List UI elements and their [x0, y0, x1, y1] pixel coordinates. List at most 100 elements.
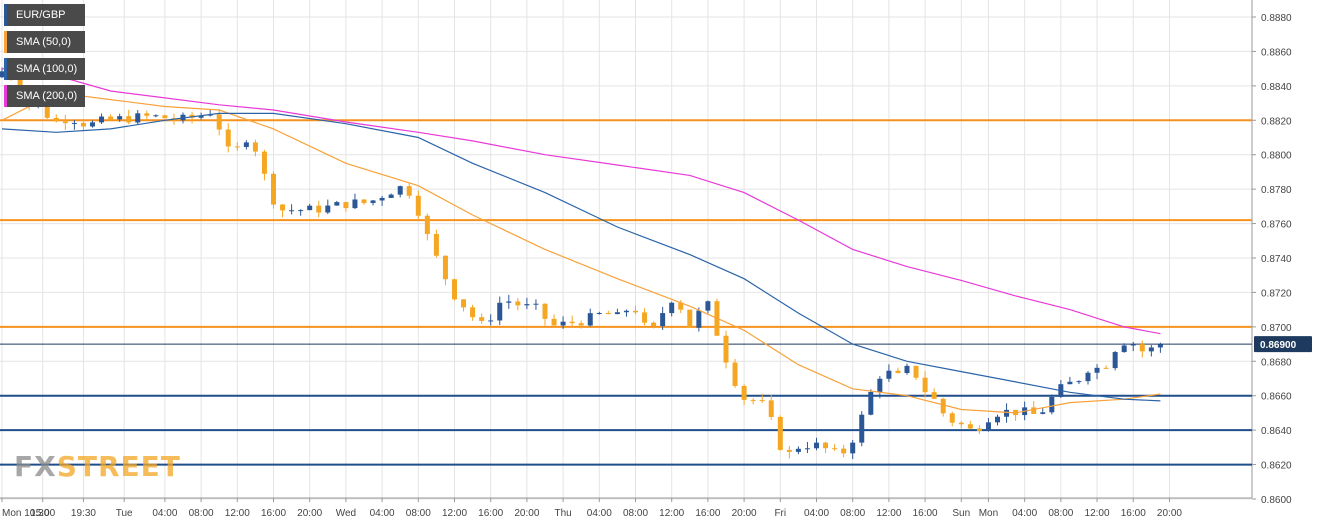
candle-body	[216, 114, 222, 130]
candle-body	[642, 312, 648, 323]
candle-body	[524, 304, 530, 306]
candle-body	[62, 121, 68, 124]
candle-body	[488, 320, 494, 322]
candle-body	[859, 414, 865, 443]
candle-body	[506, 301, 512, 303]
legend-sma50-label: SMA (50,0)	[16, 36, 72, 48]
candle-body	[1094, 367, 1100, 373]
candle-body	[479, 317, 485, 321]
legend-sma50[interactable]: SMA (50,0)	[4, 31, 86, 53]
x-tick-label: Mon 10:30	[2, 508, 50, 519]
candle-body	[370, 200, 376, 203]
candle-body	[777, 416, 783, 450]
candle-body	[786, 449, 792, 452]
candle-body	[985, 422, 991, 432]
candle-body	[452, 279, 457, 300]
candle-body	[497, 302, 503, 321]
candle-body	[533, 303, 539, 305]
candle-body	[198, 115, 204, 118]
x-tick-label: Tue	[116, 508, 133, 519]
x-tick-label: Mon	[979, 508, 998, 519]
y-tick-label: 0.8760	[1261, 220, 1292, 231]
legend-sma100[interactable]: SMA (100,0)	[4, 58, 86, 80]
candle-body	[1040, 412, 1046, 414]
legend-sma200[interactable]: SMA (200,0)	[4, 85, 86, 107]
x-tick-label: 08:00	[189, 508, 214, 519]
x-tick-label: 12:00	[225, 508, 250, 519]
candle-body	[569, 321, 575, 324]
candle-body	[623, 310, 629, 313]
x-tick-label: 16:00	[261, 508, 286, 519]
candle-body	[913, 365, 919, 378]
candle-body	[80, 122, 86, 127]
candle-body	[379, 197, 385, 201]
candle-body	[1031, 407, 1037, 414]
y-tick-label: 0.8880	[1261, 13, 1292, 24]
y-tick-label: 0.8660	[1261, 392, 1292, 403]
candle-body	[759, 400, 765, 402]
candle-body	[153, 115, 159, 117]
candle-body	[669, 302, 675, 314]
candle-body	[832, 448, 838, 450]
sma200-line	[1, 68, 1161, 335]
candle-body	[189, 114, 195, 118]
x-tick-label: 19:30	[71, 508, 96, 519]
candle-body	[406, 186, 412, 196]
legend-sma200-swatch	[4, 85, 7, 107]
legend-symbol[interactable]: EUR/GBP	[4, 4, 86, 26]
candle-body	[723, 335, 729, 363]
candle-body	[651, 322, 657, 327]
candle-body	[949, 413, 955, 423]
candle-body	[1139, 344, 1145, 352]
candle-body	[814, 442, 819, 449]
candle-body	[841, 448, 847, 454]
candle-body	[108, 116, 114, 120]
fxstreet-logo: FXSTREET	[14, 450, 181, 483]
candle-body	[442, 255, 448, 280]
candle-body	[922, 377, 928, 393]
x-tick-label: 12:00	[876, 508, 901, 519]
legend-sma100-label: SMA (100,0)	[16, 63, 78, 75]
current-price-tag	[1254, 336, 1312, 353]
candle-body	[587, 313, 593, 326]
candle-body	[44, 104, 50, 118]
candle-body	[252, 142, 258, 152]
candle-body	[1076, 381, 1082, 383]
candle-body	[633, 310, 638, 313]
candle-body	[415, 195, 421, 216]
candle-body	[316, 205, 322, 213]
candle-body	[234, 146, 240, 148]
candle-body	[433, 234, 439, 256]
candle-body	[1103, 367, 1109, 369]
x-tick-label: 04:00	[587, 508, 612, 519]
y-tick-label: 0.8720	[1261, 288, 1292, 299]
candle-body	[162, 115, 168, 119]
candle-body	[614, 312, 620, 315]
candle-body	[225, 129, 231, 147]
legend-symbol-label: EUR/GBP	[16, 9, 66, 21]
candle-body	[904, 365, 910, 374]
candle-body	[542, 303, 548, 319]
candle-body	[135, 113, 141, 123]
candle-body	[931, 392, 937, 399]
x-tick-label: 04:00	[370, 508, 395, 519]
candle-body	[361, 199, 367, 203]
candle-body	[0, 71, 5, 78]
candle-body	[1067, 381, 1073, 385]
candle-body	[741, 385, 747, 400]
x-tick-label: Fri	[774, 508, 786, 519]
candle-body	[144, 113, 150, 116]
candle-body	[560, 321, 566, 326]
candle-body	[99, 116, 105, 123]
candle-body	[551, 318, 557, 326]
candle-body	[1121, 345, 1127, 353]
candle-body	[850, 442, 856, 454]
x-tick-label: 20:00	[297, 508, 322, 519]
x-tick-label: 04:00	[1012, 508, 1037, 519]
candle-body	[678, 302, 684, 310]
x-tick-label: 08:00	[840, 508, 865, 519]
y-tick-label: 0.8820	[1261, 116, 1292, 127]
candle-body	[289, 210, 295, 212]
